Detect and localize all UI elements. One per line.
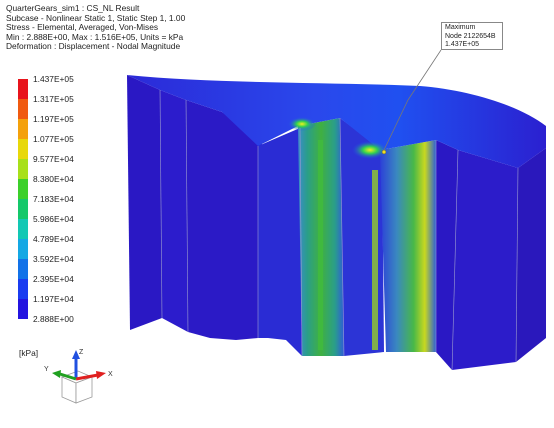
legend-swatch — [18, 219, 28, 239]
legend-unit: [kPa] — [19, 348, 39, 358]
gear-top-surface — [127, 75, 546, 168]
legend-swatch — [18, 179, 28, 199]
legend-swatch — [18, 299, 28, 319]
max-callout[interactable]: Maximum Node 2122654B 1.437E+05 — [441, 22, 503, 50]
legend-label: 1.437E+05 — [33, 74, 74, 84]
legend-label: 2.395E+04 — [33, 274, 74, 284]
legend-swatch — [18, 139, 28, 159]
coordinate-triad[interactable]: Z X Y — [36, 345, 126, 425]
gear-face-right-2 — [452, 150, 518, 370]
triad-y-arrow — [52, 370, 61, 378]
max-node-marker — [381, 149, 387, 155]
legend-label: 4.789E+04 — [33, 234, 74, 244]
triad-y-axis — [59, 372, 77, 381]
stress-concentration-root — [352, 141, 388, 159]
color-legend: 1.437E+05 1.317E+05 1.197E+05 1.077E+05 9.57… — [18, 74, 98, 334]
triad-x-label: X — [108, 371, 113, 378]
legend-label: 7.183E+04 — [33, 194, 74, 204]
gear-tooth-loaded-c — [380, 140, 436, 352]
legend-label: 5.986E+04 — [33, 214, 74, 224]
gear-face-left-1 — [127, 75, 162, 330]
triad-z-label: Z — [79, 349, 84, 356]
triad-z-arrow — [72, 350, 80, 359]
legend-label: 3.592E+04 — [33, 254, 74, 264]
triad-x-axis — [75, 373, 99, 381]
triad-y-label: Y — [44, 366, 49, 373]
result-title: QuarterGears_sim1 : CS_NL Result — [6, 3, 140, 13]
gear-face-left-2 — [160, 90, 188, 332]
callout-title: Maximum — [445, 24, 476, 31]
legend-swatch — [18, 279, 28, 299]
gear-end-face — [516, 148, 546, 362]
callout-node: Node 2122654B — [445, 32, 496, 40]
stress-band-tooth-2 — [318, 140, 323, 350]
gear-edges — [159, 89, 519, 371]
legend-swatch — [18, 99, 28, 119]
gear-face-right-1 — [436, 140, 458, 370]
triad-x-arrow — [96, 371, 106, 379]
legend-label: 9.577E+04 — [33, 154, 74, 164]
gear-tooth-left — [258, 128, 302, 356]
result-deformation: Deformation : Displacement - Nodal Magni… — [6, 41, 181, 51]
result-stress-type: Stress - Elemental, Averaged, Von-Mises — [6, 22, 159, 32]
legend-swatch — [18, 239, 28, 259]
result-subcase: Subcase - Nonlinear Static 1, Static Ste… — [6, 12, 186, 23]
legend-label: 2.888E+00 — [33, 314, 74, 324]
callout-value: 1.437E+05 — [445, 41, 480, 48]
result-min-max: Min : 2.888E+00, Max : 1.516E+05, Units … — [6, 31, 184, 42]
max-callout-leader — [383, 49, 442, 151]
legend-label: 1.197E+05 — [33, 114, 74, 124]
legend-label: 1.197E+04 — [33, 294, 74, 304]
legend-label: 1.317E+05 — [33, 94, 74, 104]
stress-concentration-fillet — [288, 117, 316, 131]
legend-swatch — [18, 199, 28, 219]
triad-cube-right — [75, 376, 93, 404]
gear-root-left — [186, 100, 262, 340]
legend-swatch — [18, 259, 28, 279]
stress-band-tooth — [372, 170, 378, 350]
legend-label: 8.380E+04 — [33, 174, 74, 184]
legend-swatch — [18, 119, 28, 139]
legend-label: 1.077E+05 — [33, 134, 74, 144]
legend-swatch — [18, 159, 28, 179]
result-info-header: QuarterGears_sim1 : CS_NL Result Subcase… — [6, 3, 186, 52]
legend-swatch — [18, 79, 28, 99]
